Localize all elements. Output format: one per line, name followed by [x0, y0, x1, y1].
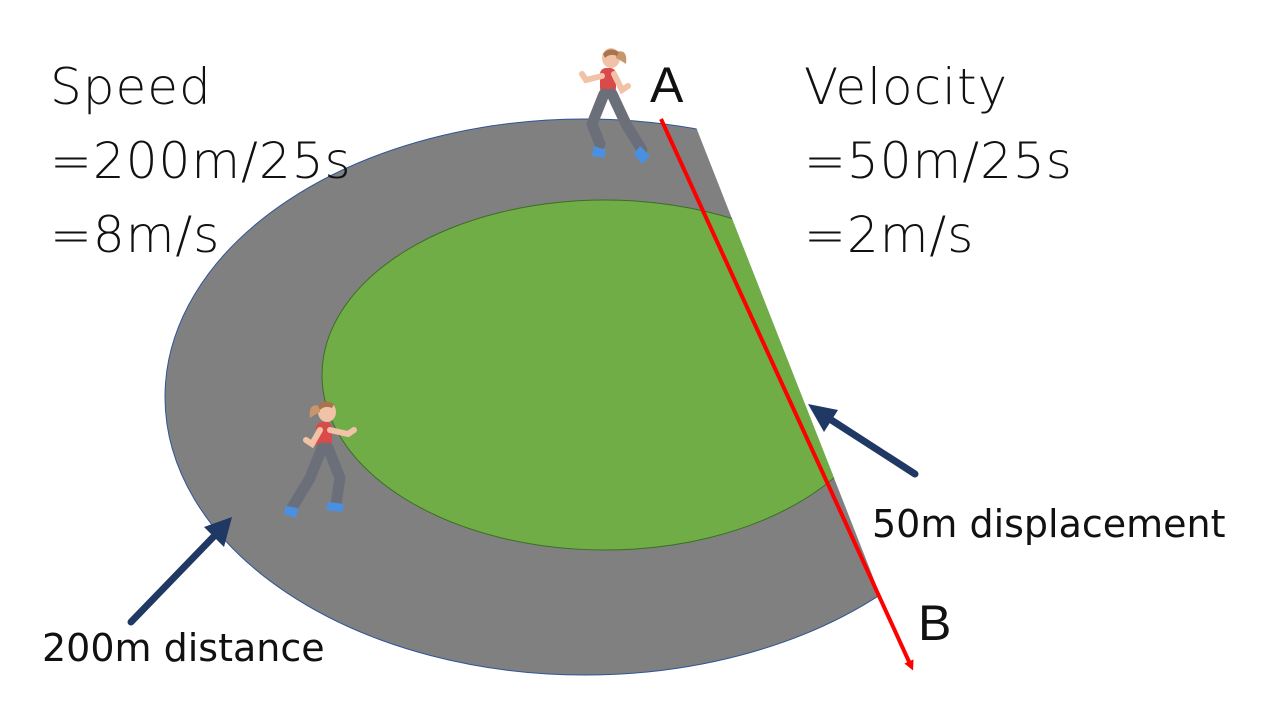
velocity-result: =2m/s	[804, 206, 975, 264]
speed-formula: =200m/25s	[50, 132, 352, 190]
point-b-label: B	[918, 595, 952, 651]
displacement-arrow	[659, 118, 914, 671]
speed-calculation: Speed =200m/25s =8m/s	[50, 50, 352, 272]
point-a-label: A	[650, 57, 684, 113]
distance-label: 200m distance	[42, 626, 325, 670]
speed-title: Speed	[50, 58, 212, 116]
velocity-calculation: Velocity =50m/25s =2m/s	[804, 50, 1073, 272]
runner-icon-a	[579, 48, 650, 164]
displacement-pointer-arrow	[808, 404, 919, 478]
speed-result: =8m/s	[50, 206, 221, 264]
displacement-label: 50m displacement	[872, 502, 1226, 546]
velocity-formula: =50m/25s	[804, 132, 1073, 190]
distance-pointer-arrow	[127, 517, 232, 626]
runner-icon-track	[284, 401, 357, 518]
velocity-title: Velocity	[804, 58, 1009, 116]
